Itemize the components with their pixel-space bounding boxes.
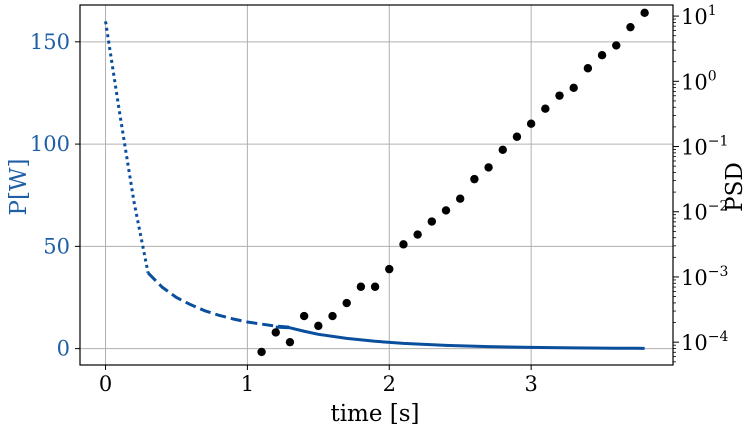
y-left-tick-label: 0: [57, 337, 70, 361]
power-line-dashed: [147, 271, 291, 329]
y-right-tick-label: 101: [681, 3, 717, 29]
y-right-tick-label: 10−2: [681, 199, 728, 225]
psd-point: [583, 64, 593, 73]
psd-point: [299, 311, 309, 321]
y-left-axis-label: P[W]: [6, 158, 32, 215]
y-right-tick-label: 100: [681, 68, 717, 94]
y-right-axis-label: PSD: [722, 162, 748, 212]
psd-point: [399, 240, 408, 249]
psd-point: [597, 51, 607, 60]
x-axis-ticks: 0 1 2 3: [99, 365, 538, 396]
x-tick-label: 2: [383, 372, 396, 396]
psd-point: [370, 282, 380, 291]
psd-point: [356, 282, 366, 291]
psd-point: [385, 264, 394, 274]
psd-point: [427, 217, 437, 226]
psd-point: [484, 163, 493, 172]
power-line-solid: [275, 325, 645, 350]
psd-point: [626, 22, 635, 32]
psd-point: [271, 328, 280, 337]
psd-point: [512, 132, 522, 141]
psd-point: [498, 145, 507, 154]
y-right-tick-label: 10−3: [681, 264, 728, 290]
psd-point: [285, 337, 295, 347]
y-right-tick-label: 10−1: [681, 134, 728, 160]
psd-point: [314, 321, 323, 331]
psd-point: [555, 91, 564, 100]
psd-point: [456, 194, 465, 203]
x-tick-label: 0: [99, 372, 112, 396]
psd-point: [612, 41, 621, 50]
x-axis-label: time [s]: [330, 401, 419, 427]
y-left-tick-label: 100: [30, 132, 70, 156]
psd-point: [257, 347, 266, 357]
psd-point: [441, 206, 451, 215]
psd-point: [526, 119, 536, 128]
psd-point: [342, 298, 351, 308]
series-layer: [104, 8, 649, 357]
psd-point: [470, 174, 479, 184]
psd-point: [541, 104, 550, 113]
psd-point: [328, 311, 337, 321]
y-left-tick-label: 150: [30, 30, 70, 54]
power-line-dotted: [104, 21, 150, 274]
psd-point: [569, 83, 578, 93]
psd-point: [413, 230, 422, 239]
psd-point: [640, 8, 649, 18]
y-right-tick-label: 10−4: [681, 329, 728, 355]
x-tick-label: 1: [241, 372, 254, 396]
grid: [80, 5, 673, 365]
y-right-axis-ticks: 10−4 10−3 10−2 10−1 100 101: [673, 3, 728, 363]
y-left-tick-label: 50: [43, 234, 70, 258]
y-left-axis-ticks: 0 50 100 150: [30, 30, 80, 361]
x-tick-label: 3: [524, 372, 537, 396]
plot-frame: [79, 4, 674, 366]
